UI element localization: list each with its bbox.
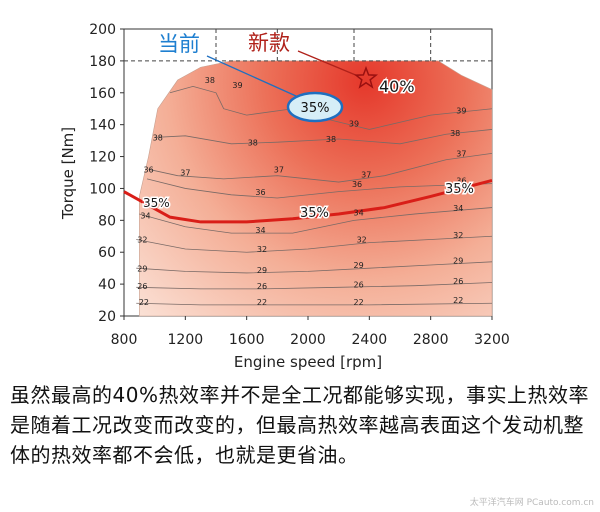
axis-ticks <box>120 28 493 320</box>
x-axis-label: Engine speed [rpm] <box>234 353 382 371</box>
contour-label: 37 <box>456 150 466 159</box>
y-axis-label: Torque [Nm] <box>59 127 77 220</box>
contour-label: 29 <box>257 266 267 275</box>
contour-line <box>136 302 492 306</box>
contour-label: 38 <box>248 138 258 147</box>
contour-label: 38 <box>205 76 215 85</box>
y-tick-label: 120 <box>89 150 116 166</box>
new-label: 新款 <box>248 31 290 55</box>
x-tick-label: 2000 <box>290 332 326 348</box>
contour-line <box>136 261 492 274</box>
contour-label: 32 <box>137 236 147 245</box>
contour-label: 38 <box>450 129 460 138</box>
curve-label-mid: 35% <box>300 206 329 221</box>
contour-label: 39 <box>456 107 466 116</box>
contour-label: 26 <box>257 282 267 291</box>
watermark: 太平洋汽车网 PCauto.com.cn <box>469 498 594 508</box>
contour-line <box>169 85 492 130</box>
contour-label: 22 <box>453 296 463 305</box>
contour-lines <box>136 85 492 306</box>
caption-text: 虽然最高的40%热效率并不是全工况都能够实现，事实上热效率是随着工况改变而改变的… <box>10 383 589 467</box>
y-tick-label: 100 <box>89 181 116 197</box>
x-tick-label: 2400 <box>352 332 388 348</box>
current-pointer-line <box>206 55 297 97</box>
contour-label: 26 <box>137 282 147 291</box>
current-island-label: 35% <box>301 101 330 116</box>
y-tick-label: 80 <box>98 213 116 229</box>
contour-label: 36 <box>352 180 362 189</box>
y-tick-label: 20 <box>98 309 116 325</box>
contour-line <box>139 207 492 234</box>
contour-line <box>154 129 492 145</box>
contour-label: 32 <box>453 231 463 240</box>
contour-line <box>136 235 492 253</box>
x-tick-label: 1200 <box>168 332 204 348</box>
contour-label: 34 <box>354 209 364 218</box>
new-peak-label: 40% <box>379 77 415 96</box>
x-tick-labels: 800 1200 1600 2000 2400 2800 3200 <box>111 332 510 348</box>
x-tick-label: 2800 <box>413 332 449 348</box>
series-35pct-curve <box>123 179 493 224</box>
curve-label-left: 35% <box>143 196 170 210</box>
y-tick-label: 60 <box>98 245 116 261</box>
contour-label: 37 <box>361 170 371 179</box>
peak-star-icon <box>353 65 379 89</box>
current-label: 当前 <box>158 32 200 56</box>
x-tick-label: 3200 <box>474 332 510 348</box>
contour-label: 32 <box>257 245 267 254</box>
new-pointer-line <box>297 50 359 77</box>
contour-label: 29 <box>137 264 147 273</box>
contour-label: 39 <box>232 81 242 90</box>
contour-label: 37 <box>274 166 284 175</box>
contour-line <box>148 152 492 183</box>
curve-label-right: 35% <box>445 182 474 197</box>
contour-label: 29 <box>354 261 364 270</box>
contour-label: 34 <box>140 212 150 221</box>
contour-label: 36 <box>255 188 265 197</box>
contour-label: 22 <box>354 298 364 307</box>
contour-label: 38 <box>326 135 336 144</box>
contour-label: 39 <box>349 119 359 128</box>
dashed-gridlines <box>124 29 492 62</box>
contour-label: 29 <box>453 256 463 265</box>
x-tick-label: 800 <box>111 332 138 348</box>
y-tick-label: 140 <box>89 118 116 134</box>
y-tick-label: 200 <box>89 22 116 38</box>
contour-label: 22 <box>257 298 267 307</box>
contour-label: 36 <box>143 166 153 175</box>
contour-label: 38 <box>153 134 163 143</box>
current-35pct-island <box>286 91 344 123</box>
y-tick-labels: 20 40 60 80 100 120 140 160 180 200 <box>89 22 116 325</box>
contour-label: 26 <box>453 277 463 286</box>
y-tick-label: 180 <box>89 54 116 70</box>
contour-label: 32 <box>357 236 367 245</box>
x-tick-label: 1600 <box>229 332 265 348</box>
y-tick-label: 40 <box>98 277 116 293</box>
contour-line <box>136 282 492 290</box>
contour-line <box>146 178 492 199</box>
contour-label: 22 <box>139 298 149 307</box>
contour-label: 37 <box>180 169 190 178</box>
contour-label: 34 <box>453 204 463 213</box>
contour-label: 36 <box>456 177 466 186</box>
y-tick-label: 160 <box>89 86 116 102</box>
contour-label: 26 <box>354 280 364 289</box>
contour-label: 34 <box>255 226 265 235</box>
